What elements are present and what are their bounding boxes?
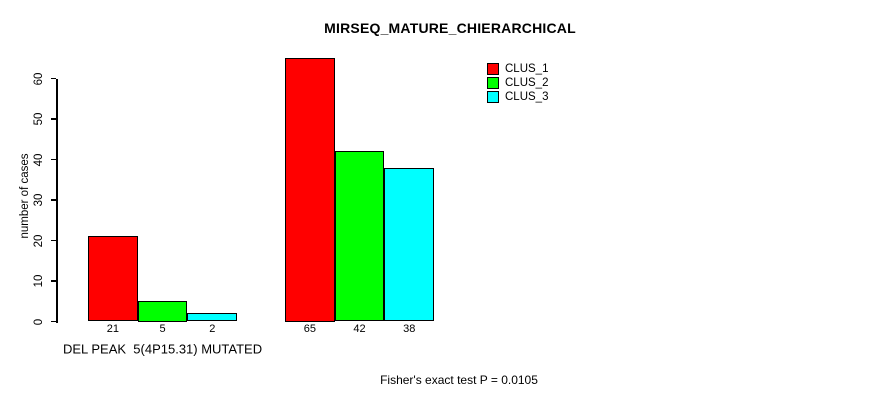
y-axis-tick xyxy=(51,280,57,282)
legend-label: CLUS_3 xyxy=(505,91,549,103)
bar-value-label: 65 xyxy=(303,323,316,335)
y-axis-tick xyxy=(51,118,57,120)
bar xyxy=(187,313,238,322)
y-axis-line xyxy=(56,78,58,324)
bar xyxy=(137,301,188,322)
annotation-text: Fisher's exact test P = 0.0105 xyxy=(380,373,538,387)
legend-item: CLUS_1 xyxy=(487,62,548,76)
bar-value-label: 42 xyxy=(353,323,366,335)
chart-title: MIRSEQ_MATURE_CHIERARCHICAL xyxy=(324,20,576,36)
legend-swatch xyxy=(487,91,499,103)
y-axis-label: number of cases xyxy=(19,153,31,239)
legend-item: CLUS_2 xyxy=(487,76,548,90)
y-axis-tick-label: 50 xyxy=(33,112,45,126)
legend-swatch xyxy=(487,63,499,75)
y-axis-tick xyxy=(51,320,57,323)
legend-label: CLUS_2 xyxy=(505,77,549,89)
bar xyxy=(334,151,385,322)
bar-value-label: 38 xyxy=(403,323,416,335)
legend-item: CLUS_3 xyxy=(487,90,548,104)
y-axis-tick xyxy=(51,158,57,161)
y-axis-tick-label: 10 xyxy=(33,274,45,288)
bar xyxy=(88,236,138,322)
legend-label: CLUS_1 xyxy=(505,63,549,75)
y-axis-tick xyxy=(51,199,57,201)
y-axis-tick xyxy=(51,77,57,80)
bar xyxy=(384,167,435,322)
bar-value-label: 5 xyxy=(159,323,166,335)
y-axis-tick-label: 30 xyxy=(33,193,45,207)
y-axis-tick-label: 40 xyxy=(33,153,45,166)
bar xyxy=(285,58,335,322)
y-axis-tick xyxy=(51,239,57,242)
category-axis-label: DEL PEAK 5(4P15.31) MUTATED xyxy=(62,341,263,357)
bar-value-label: 21 xyxy=(106,323,119,335)
y-axis-tick-label: 0 xyxy=(33,318,45,325)
bar-value-label: 2 xyxy=(209,323,216,335)
y-axis-tick-label: 60 xyxy=(33,72,45,85)
legend-swatch xyxy=(487,77,499,89)
y-axis-tick-label: 20 xyxy=(33,234,45,247)
